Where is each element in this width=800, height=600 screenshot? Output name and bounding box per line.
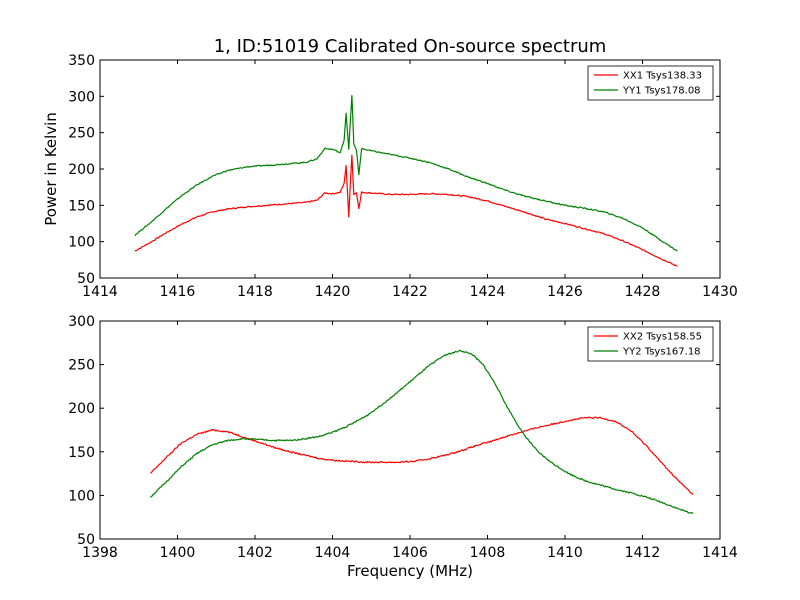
y-tick-label: 50 <box>77 271 95 287</box>
x-tick-label: 1408 <box>470 545 506 561</box>
x-tick-label: 1426 <box>547 284 583 300</box>
legend-label: XX1 Tsys138.33 <box>623 71 702 82</box>
x-tick-label: 1404 <box>315 545 351 561</box>
x-tick-label: 1420 <box>315 284 351 300</box>
x-tick-label: 1400 <box>160 545 196 561</box>
series-line-xx2 <box>150 416 694 495</box>
y-tick-label: 200 <box>68 162 95 178</box>
y-tick-label: 50 <box>77 532 95 548</box>
y-tick-label: 100 <box>68 235 95 251</box>
bottom-panel-xlabel: Frequency (MHz) <box>347 562 473 580</box>
figure-title: 1, ID:51019 Calibrated On-source spectru… <box>214 36 607 57</box>
legend-label: XX2 Tsys158.55 <box>623 332 702 343</box>
top-panel-ylabel: Power in Kelvin <box>42 112 60 226</box>
x-tick-label: 1430 <box>702 284 738 300</box>
legend-box <box>587 326 714 362</box>
x-tick-label: 1412 <box>625 545 661 561</box>
x-tick-label: 1422 <box>392 284 428 300</box>
x-tick-label: 1418 <box>237 284 273 300</box>
y-tick-label: 100 <box>68 488 95 504</box>
y-tick-label: 150 <box>68 198 95 214</box>
series-line-xx1 <box>134 154 678 267</box>
y-tick-label: 350 <box>68 53 95 69</box>
y-tick-label: 200 <box>68 401 95 417</box>
x-tick-label: 1414 <box>82 284 118 300</box>
x-tick-label: 1410 <box>547 545 583 561</box>
y-tick-label: 250 <box>68 126 95 142</box>
y-tick-label: 250 <box>68 358 95 374</box>
legend-label: YY1 Tsys178.08 <box>622 86 701 97</box>
top-panel-xx1-yy1: Power in Kelvin 1414 1416 1418 1420 1422 1424… <box>42 53 738 300</box>
x-tick-label: 1416 <box>160 284 196 300</box>
y-tick-label: 300 <box>68 314 95 330</box>
legend-box <box>587 65 714 101</box>
x-tick-label: 1428 <box>625 284 661 300</box>
x-tick-label: 1406 <box>392 545 428 561</box>
series-line-yy2 <box>149 349 694 515</box>
y-tick-label: 150 <box>68 445 95 461</box>
series-line-yy1 <box>134 94 678 252</box>
bottom-panel-xx2-yy2: Frequency (MHz) 1398 1400 1402 1404 1406 1408… <box>68 314 738 580</box>
x-tick-label: 1402 <box>237 545 273 561</box>
y-tick-label: 300 <box>68 89 95 105</box>
legend-label: YY2 Tsys167.18 <box>622 347 701 358</box>
x-tick-label: 1414 <box>702 545 738 561</box>
x-tick-label: 1424 <box>470 284 506 300</box>
x-tick-label: 1398 <box>82 545 118 561</box>
